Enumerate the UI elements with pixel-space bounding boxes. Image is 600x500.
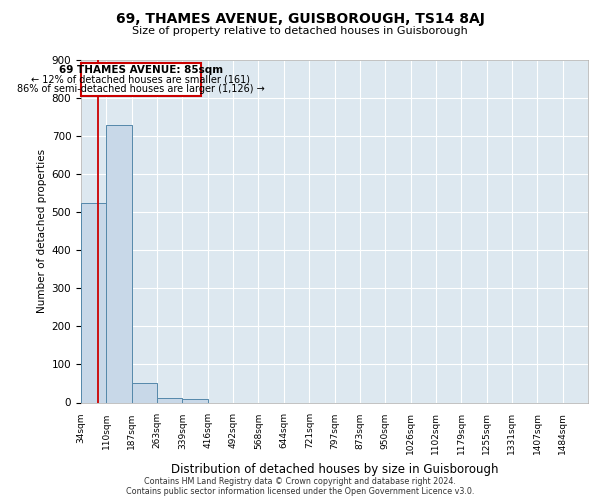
X-axis label: Distribution of detached houses by size in Guisborough: Distribution of detached houses by size … (171, 462, 498, 475)
Text: ← 12% of detached houses are smaller (161): ← 12% of detached houses are smaller (16… (31, 74, 250, 84)
Text: Contains public sector information licensed under the Open Government Licence v3: Contains public sector information licen… (126, 488, 474, 496)
Text: 69, THAMES AVENUE, GUISBOROUGH, TS14 8AJ: 69, THAMES AVENUE, GUISBOROUGH, TS14 8AJ (116, 12, 484, 26)
Bar (157, 398, 182, 402)
FancyBboxPatch shape (81, 62, 201, 96)
Text: 86% of semi-detached houses are larger (1,126) →: 86% of semi-detached houses are larger (… (17, 84, 265, 94)
Text: Contains HM Land Registry data © Crown copyright and database right 2024.: Contains HM Land Registry data © Crown c… (144, 478, 456, 486)
Text: Size of property relative to detached houses in Guisborough: Size of property relative to detached ho… (132, 26, 468, 36)
Y-axis label: Number of detached properties: Number of detached properties (37, 149, 47, 314)
Bar (106, 124, 131, 402)
Bar (182, 398, 208, 402)
Bar (81, 202, 106, 402)
Bar (132, 384, 157, 402)
Text: 69 THAMES AVENUE: 85sqm: 69 THAMES AVENUE: 85sqm (59, 64, 223, 74)
